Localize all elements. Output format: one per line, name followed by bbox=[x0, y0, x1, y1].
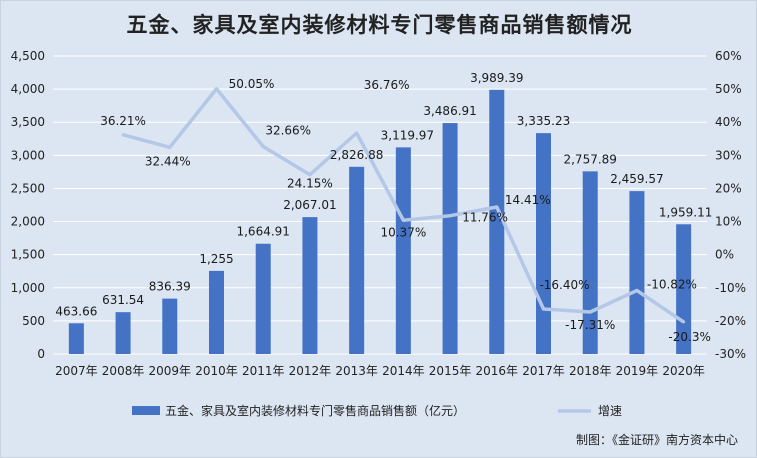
growth-value-label: 50.05% bbox=[229, 77, 275, 91]
y-left-tick-label: 4,500 bbox=[11, 49, 45, 63]
growth-value-label: -17.31% bbox=[565, 318, 615, 332]
y-left-tick-label: 2,500 bbox=[11, 181, 45, 195]
bar-value-label: 3,119.97 bbox=[381, 128, 434, 142]
y-left-tick-label: 4,000 bbox=[11, 82, 45, 96]
x-tick-label: 2014年 bbox=[382, 364, 425, 378]
y-left-tick-label: 2,000 bbox=[11, 215, 45, 229]
y-right-tick-label: 40% bbox=[715, 115, 742, 129]
bar-value-label: 2,757.89 bbox=[563, 152, 616, 166]
growth-point bbox=[588, 310, 592, 314]
bar bbox=[629, 191, 645, 354]
growth-point bbox=[635, 288, 639, 292]
legend-line-label: 增速 bbox=[598, 404, 622, 418]
y-right-tick-label: 0% bbox=[715, 248, 734, 262]
x-tick-label: 2017年 bbox=[522, 364, 565, 378]
growth-value-label: 11.76% bbox=[462, 211, 508, 225]
bar-value-label: 1,664.91 bbox=[236, 225, 289, 239]
bar-value-label: 2,067.01 bbox=[283, 198, 336, 212]
bar bbox=[209, 270, 224, 354]
legend-bar-label: 五金、家具及室内装修材料专门零售商品销售额（亿元） bbox=[165, 403, 465, 418]
growth-point bbox=[401, 218, 405, 222]
bar-value-label: 631.54 bbox=[102, 293, 144, 307]
growth-point bbox=[121, 133, 125, 137]
growth-value-label: 36.21% bbox=[100, 114, 146, 128]
bar bbox=[489, 89, 505, 355]
x-tick-label: 2015年 bbox=[429, 364, 472, 378]
x-tick-label: 2018年 bbox=[569, 364, 612, 378]
x-tick-label: 2008年 bbox=[102, 364, 145, 378]
growth-value-label: 36.76% bbox=[364, 78, 410, 92]
growth-point bbox=[448, 214, 452, 218]
y-right-tick-label: -10% bbox=[715, 281, 746, 295]
growth-point bbox=[215, 87, 218, 91]
y-right-tick-label: 20% bbox=[715, 181, 742, 195]
chart-title: 五金、家具及室内装修材料专门零售商品销售额情况 bbox=[126, 13, 633, 37]
bar-value-label: 2,459.57 bbox=[610, 172, 663, 186]
growth-point bbox=[355, 131, 359, 135]
bar bbox=[255, 243, 271, 354]
growth-value-label: 10.37% bbox=[380, 225, 426, 239]
credit-text: 制图：《金证研》南方资本中心 bbox=[575, 433, 738, 447]
bar bbox=[162, 298, 178, 354]
legend-bar-swatch bbox=[132, 406, 160, 415]
bar-value-label: 3,486.91 bbox=[423, 104, 476, 118]
bar-value-label: 836.39 bbox=[149, 280, 191, 294]
y-right-tick-label: 60% bbox=[715, 49, 742, 63]
y-right-tick-label: -30% bbox=[715, 347, 746, 361]
x-tick-label: 2016年 bbox=[476, 364, 519, 378]
bar-value-label: 1,959.11 bbox=[659, 205, 712, 219]
x-tick-label: 2020年 bbox=[662, 364, 705, 378]
y-left-tick-label: 0 bbox=[37, 347, 45, 361]
growth-value-label: 14.41% bbox=[505, 193, 551, 207]
y-left-tick-label: 1,500 bbox=[11, 248, 45, 262]
y-right-tick-label: 10% bbox=[715, 215, 742, 229]
x-tick-label: 2013年 bbox=[335, 364, 378, 378]
growth-value-label: -10.82% bbox=[647, 277, 697, 291]
bar bbox=[536, 133, 551, 354]
y-left-tick-label: 1,000 bbox=[11, 281, 45, 295]
growth-point bbox=[261, 145, 265, 149]
growth-value-label: 32.66% bbox=[265, 124, 311, 138]
bar bbox=[115, 312, 131, 354]
x-tick-label: 2007年 bbox=[55, 364, 98, 378]
growth-point bbox=[308, 173, 312, 177]
growth-point bbox=[542, 307, 545, 311]
growth-value-label: 32.44% bbox=[145, 154, 191, 168]
y-left-tick-label: 3,500 bbox=[11, 115, 45, 129]
growth-point bbox=[495, 205, 499, 209]
y-left-tick-label: 3,000 bbox=[11, 148, 45, 162]
x-tick-label: 2012年 bbox=[289, 364, 332, 378]
bar-value-label: 463.66 bbox=[55, 304, 97, 318]
bar bbox=[442, 123, 458, 354]
x-tick-label: 2019年 bbox=[616, 364, 659, 378]
bar bbox=[349, 166, 365, 354]
y-right-tick-label: 50% bbox=[715, 82, 742, 96]
growth-point bbox=[168, 145, 172, 149]
growth-value-label: -20.3% bbox=[668, 330, 710, 344]
bar bbox=[302, 217, 318, 354]
bar bbox=[676, 224, 692, 354]
bar bbox=[395, 147, 411, 354]
x-tick-label: 2010年 bbox=[195, 364, 238, 378]
growth-value-label: -16.40% bbox=[539, 278, 589, 292]
y-left-tick-label: 500 bbox=[22, 314, 45, 328]
growth-point bbox=[682, 320, 686, 324]
y-right-tick-label: -20% bbox=[715, 314, 746, 328]
bar-value-label: 2,826.88 bbox=[330, 148, 383, 162]
bar bbox=[68, 323, 84, 354]
bar-value-label: 3,989.39 bbox=[470, 71, 523, 85]
bar-value-label: 3,335.23 bbox=[517, 114, 570, 128]
bar-value-label: 1,255 bbox=[199, 252, 233, 266]
y-right-tick-label: 30% bbox=[715, 148, 742, 162]
x-tick-label: 2009年 bbox=[149, 364, 192, 378]
x-tick-label: 2011年 bbox=[242, 364, 285, 378]
growth-value-label: 24.15% bbox=[287, 177, 333, 191]
